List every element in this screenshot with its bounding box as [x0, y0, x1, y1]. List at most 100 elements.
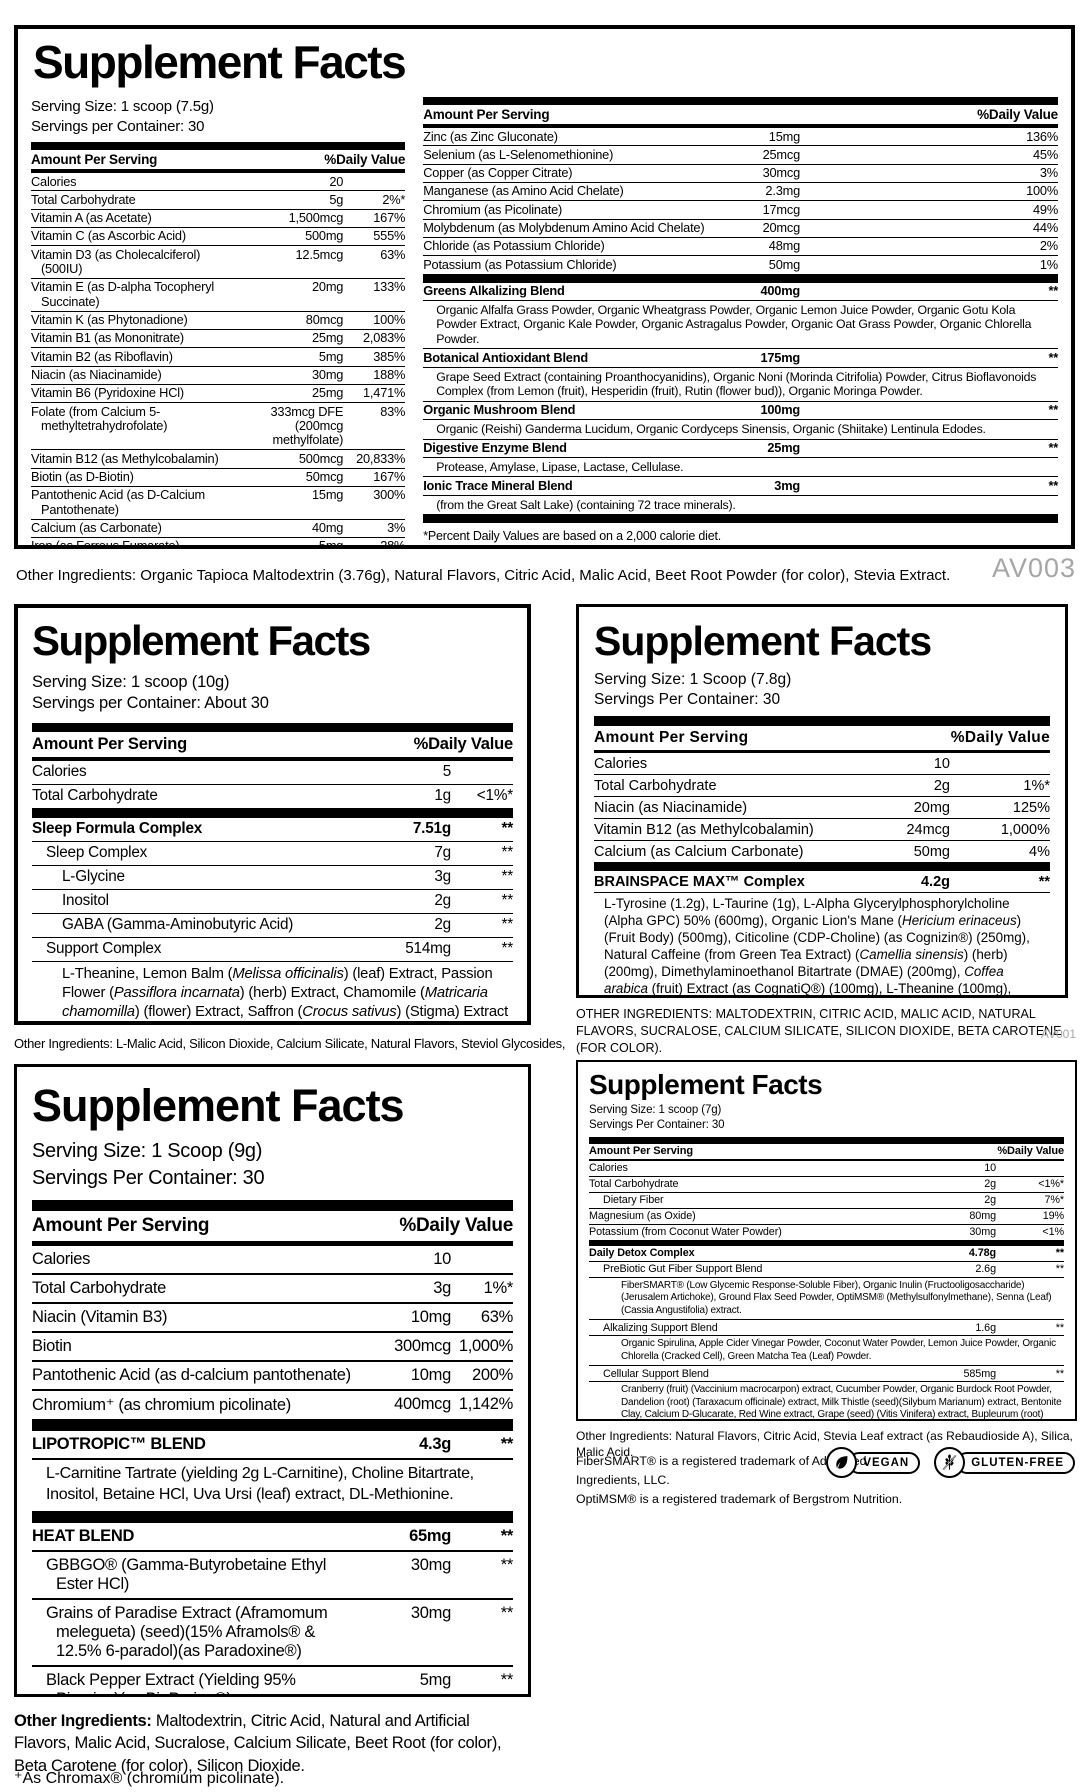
nutrient-amount: 10: [984, 1162, 996, 1175]
nutrient-name: HEAT BLEND: [32, 1526, 135, 1545]
nutrient-daily-value: 167%: [373, 210, 406, 226]
nutrient-row: Iron (as Ferrous Fumarate) 5mg 28%: [31, 538, 405, 549]
nutrient-name: Total Carbohydrate: [589, 1178, 679, 1191]
nutrient-name: LIPOTROPIC™ BLEND: [32, 1435, 206, 1453]
nutrient-amount: 24mcg: [906, 821, 950, 838]
nutrient-amount: 10: [433, 1250, 451, 1268]
nutrient-daily-value: 385%: [373, 348, 406, 364]
nutrient-row: Chromium⁺ (as chromium picolinate) 400mcg…: [32, 1391, 513, 1421]
nutrient-row: Potassium (as Potassium Chloride) 50mg 1%: [423, 256, 1058, 275]
nutrient-name: Chromium⁺ (as chromium picolinate): [32, 1396, 291, 1414]
leaf-icon: [826, 1447, 858, 1478]
nutrient-row: Vitamin C (as Ascorbic Acid) 500mg 555%: [31, 228, 405, 247]
nutrient-daily-value: **: [500, 1603, 514, 1622]
nutrient-daily-value: 200%: [471, 1366, 513, 1384]
nutrient-row: Vitamin B12 (as Methylcobalamin) 24mcg 1,0…: [594, 819, 1050, 842]
nutrient-name: Support Complex: [46, 940, 162, 958]
serving-size: Serving Size: 1 scoop (7.5g): [31, 98, 214, 115]
supplement-facts-panel-detox: Supplement Facts Serving Size: 1 scoop (…: [576, 1060, 1077, 1421]
nutrient-amount: 30mg: [410, 1603, 451, 1622]
blend-ingredients: Protease, Amylase, Lipase, Lactase, Cell…: [423, 458, 1058, 478]
nutrient-daily-value: **: [501, 916, 513, 934]
table-header: Amount Per Serving %Daily Value: [32, 722, 513, 761]
nutrient-name: Vitamin A (as Acetate): [31, 210, 152, 226]
nutrient-table-right: Zinc (as Zinc Gluconate) 15mg 136% Selenium…: [423, 128, 1058, 516]
nutrient-amount: 25mcg: [762, 146, 801, 162]
nutrient-daily-value: **: [501, 820, 513, 838]
nutrient-amount: 80mg: [969, 1210, 996, 1223]
nutrient-amount: 4.3g: [419, 1435, 451, 1453]
nutrient-amount: 10: [933, 755, 950, 772]
nutrient-name: Calories: [594, 755, 648, 772]
nutrient-name: Vitamin B6 (Pyridoxine HCl): [31, 385, 184, 401]
nutrient-row: Chloride (as Potassium Chloride) 48mg 2%: [423, 238, 1058, 257]
nutrient-amount: 2g: [434, 892, 451, 910]
nutrient-daily-value: 44%: [1032, 220, 1058, 236]
nutrient-name: Niacin (as Niacinamide): [594, 799, 748, 816]
nutrient-amount: 2.3mg: [765, 183, 800, 199]
nutrient-name: Calories: [31, 173, 77, 189]
nutrient-table-left: Calories 20 Total Carbohydrate 5g 2%* Vitamin…: [31, 173, 406, 549]
nutrient-amount: 65mg: [409, 1526, 451, 1545]
supplement-facts-panel-greens: Supplement Facts Serving Size: 1 scoop (…: [14, 25, 1075, 549]
trademark-fibersmart: FiberSMART® is a registered trademark of…: [576, 1454, 867, 1488]
blend-ingredients: L-Tyrosine (1.2g), L-Taurine (1g), L-Alp…: [594, 893, 1050, 995]
nutrient-row: PreBiotic Gut Fiber Support Blend 2.6g **: [589, 1262, 1064, 1278]
nutrient-row: Calcium (as Calcium Carbonate) 50mg 4%: [594, 841, 1050, 864]
nutrient-amount: 30mg: [410, 1555, 451, 1574]
table-header: Amount Per Serving %Daily Value: [32, 1200, 513, 1246]
nutrient-row: Calcium (as Carbonate) 40mg 3%: [31, 520, 405, 538]
nutrient-name: Dietary Fiber: [603, 1194, 664, 1207]
nutrient-amount: 30mcg: [762, 165, 801, 181]
nutrient-row: GABA (Gamma-Aminobutyric Acid) 2g **: [32, 914, 513, 938]
nutrient-amount: 20mcg: [762, 220, 801, 236]
nutrient-row: Greens Alkalizing Blend 400mg **: [423, 274, 1058, 301]
panel-title: Supplement Facts: [32, 1080, 405, 1131]
nutrient-name: Sleep Complex: [46, 844, 148, 862]
nutrient-name: Total Carbohydrate: [32, 787, 158, 805]
nutrient-row: Copper (as Copper Citrate) 30mcg 3%: [423, 165, 1058, 183]
serving-size: Serving Size: 1 Scoop (7.8g): [594, 671, 792, 688]
badge-label: GLUTEN-FREE: [956, 1451, 1075, 1474]
nutrient-amount: 1,500mcg: [288, 210, 344, 226]
nutrient-daily-value: **: [1048, 283, 1058, 299]
nutrient-amount: 50mcg: [305, 469, 344, 485]
supplement-facts-panel-lipotropic: Supplement Facts Serving Size: 1 Scoop (…: [14, 1064, 531, 1697]
nutrient-amount: 25mg: [767, 440, 800, 456]
nutrient-amount: 20mg: [913, 799, 950, 816]
nutrient-name: Chloride (as Potassium Chloride): [423, 238, 605, 254]
servings-per-container: Servings Per Container: 30: [594, 691, 781, 709]
amount-per-serving-header: Amount Per Serving: [589, 1145, 693, 1158]
nutrient-table: Calories 5 Total Carbohydrate 1g <1%* Sleep F…: [32, 761, 513, 1021]
nutrient-amount: 20: [329, 173, 344, 189]
nutrient-name: Iron (as Ferrous Fumarate): [31, 538, 180, 549]
other-ingredients: OTHER INGREDIENTS: MALTODEXTRIN, CITRIC …: [576, 1007, 1062, 1055]
trademark-optimsm: OptiMSM® is a registered trademark of Be…: [576, 1492, 903, 1507]
nutrient-amount: 1g: [434, 787, 451, 805]
nutrient-daily-value: 133%: [373, 279, 406, 295]
panel-title: Supplement Facts: [589, 1069, 823, 1100]
nutrient-amount: 514mg: [405, 940, 451, 958]
nutrient-row: Alkalizing Support Blend 1.6g **: [589, 1320, 1064, 1337]
wheat-crossed-icon: [934, 1447, 966, 1478]
footnote-not-established: **Daily Value not established.: [423, 545, 1058, 546]
nutrient-name: Total Carbohydrate: [32, 1279, 167, 1297]
nutrient-row: Vitamin B2 (as Riboflavin) 5mg 385%: [31, 348, 406, 367]
blend-ingredients: Grape Seed Extract (containing Proanthoc…: [423, 368, 1058, 402]
nutrient-row: Sleep Complex 7g **: [32, 842, 513, 866]
blend-ingredients: Cranberry (fruit) (Vaccinium macrocarpon…: [589, 1382, 1064, 1419]
other-ingredients: Other Ingredients: L-Malic Acid, Silicon…: [14, 1036, 566, 1051]
nutrient-row: Magnesium (as Oxide) 80mg 19%: [589, 1209, 1064, 1225]
nutrient-daily-value: 300%: [373, 487, 406, 503]
nutrient-daily-value: 2,083%: [363, 330, 406, 346]
nutrient-daily-value: **: [1048, 402, 1058, 418]
nutrient-daily-value: 49%: [1032, 201, 1058, 217]
nutrient-amount: 5: [442, 763, 452, 781]
nutrient-name: Vitamin B12 (as Methylcobalamin): [31, 450, 219, 466]
nutrient-daily-value: 167%: [373, 469, 406, 485]
amount-per-serving-header: Amount Per Serving: [32, 734, 188, 753]
nutrient-row: Folate (from Calcium 5-methyltetrahydrof…: [31, 403, 405, 451]
panel-title: Supplement Facts: [32, 617, 371, 664]
nutrient-name: Molybdenum (as Molybdenum Amino Acid Che…: [423, 220, 705, 236]
nutrient-amount: 5mg: [419, 1670, 452, 1689]
